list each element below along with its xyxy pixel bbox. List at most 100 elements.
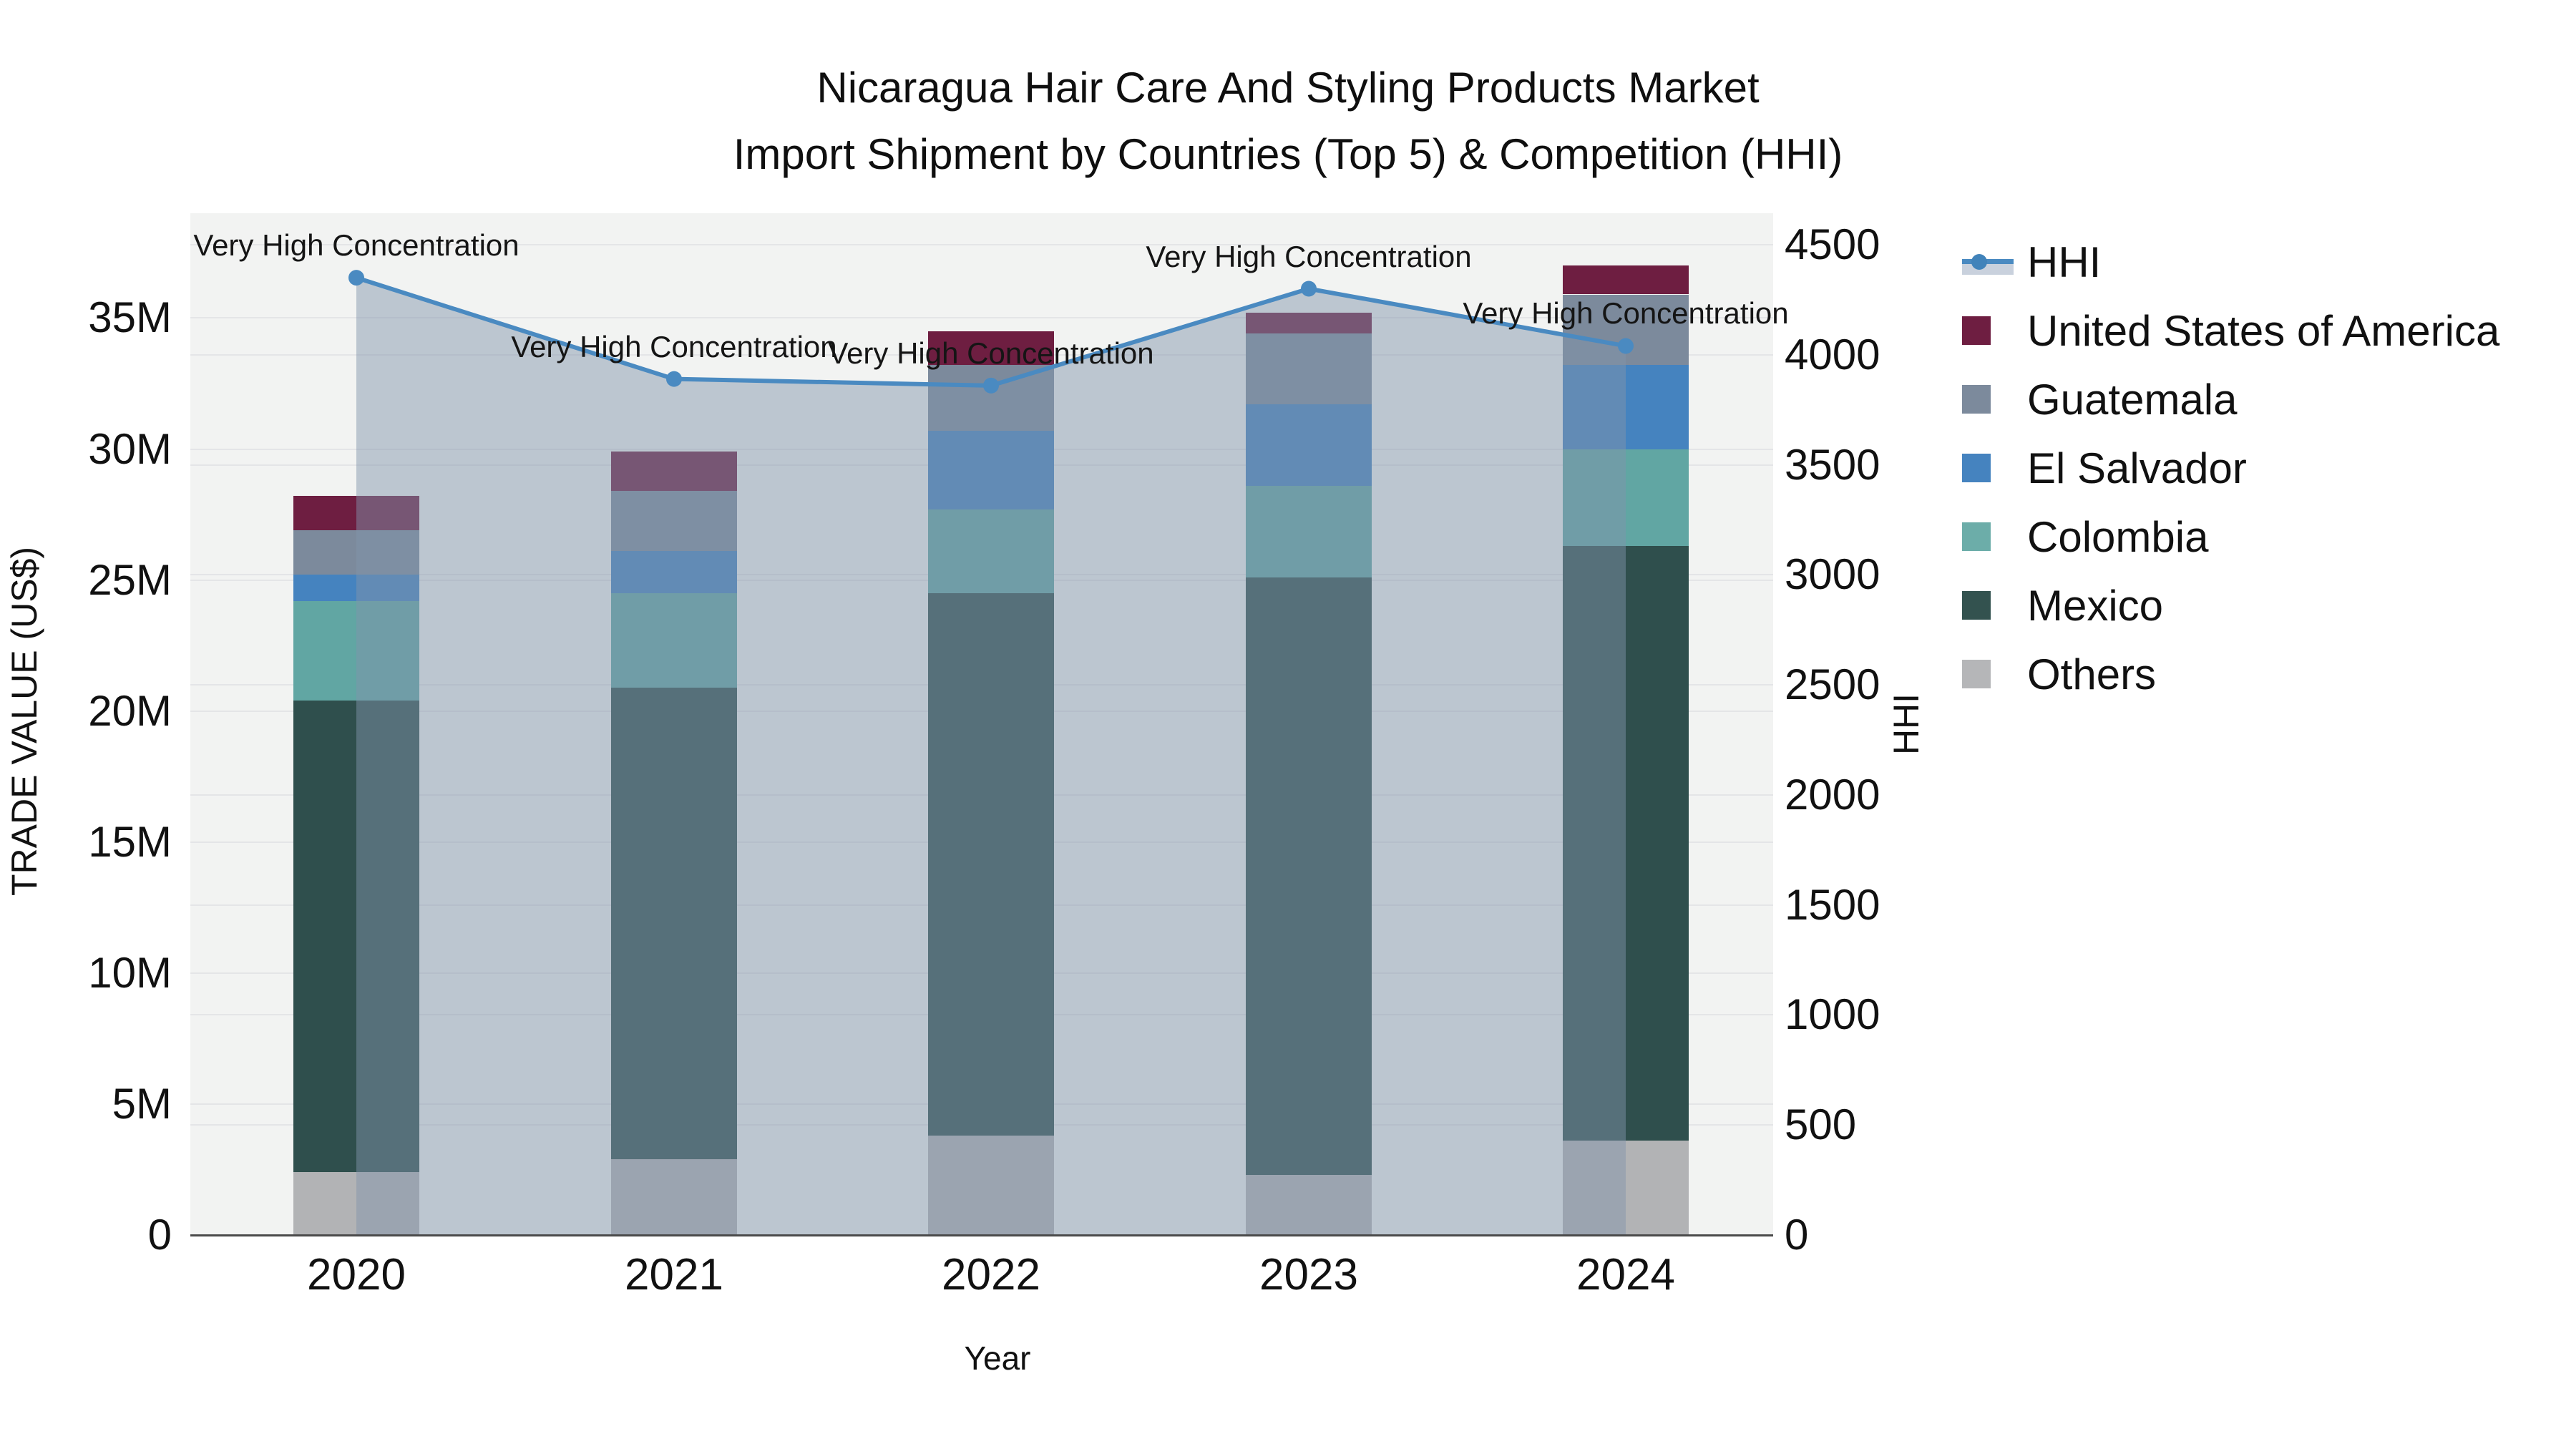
legend-label: Guatemala xyxy=(2027,375,2238,424)
hhi-line-legend-icon xyxy=(1962,248,2014,276)
left-tick-0: 0 xyxy=(147,1211,172,1259)
legend-label: United States of America xyxy=(2027,306,2500,355)
legend-swatch-united-states-of-america xyxy=(1962,316,1991,345)
right-tick-4000: 4000 xyxy=(1785,330,1880,379)
bar-segment-others-2021[interactable] xyxy=(611,1158,737,1235)
legend-label: Colombia xyxy=(2027,512,2209,561)
annotation-very-high-concentration-2021: Very High Concentration xyxy=(511,329,837,364)
gridline xyxy=(190,317,1773,319)
x-tick-2024: 2024 xyxy=(1576,1250,1675,1299)
bar-segment-others-2023[interactable] xyxy=(1246,1174,1372,1235)
left-tick-35M: 35M xyxy=(88,293,172,342)
bar-segment-guatemala-2022[interactable] xyxy=(928,365,1054,431)
left-tick-15M: 15M xyxy=(88,817,172,866)
bar-segment-colombia-2022[interactable] xyxy=(928,509,1054,593)
right-tick-1000: 1000 xyxy=(1785,990,1880,1039)
annotation-very-high-concentration-2020: Very High Concentration xyxy=(193,228,519,263)
hhi-line-layer xyxy=(348,270,1634,1235)
annotation-very-high-concentration-2024: Very High Concentration xyxy=(1463,296,1789,331)
left-tick-25M: 25M xyxy=(88,555,172,604)
annotation-very-high-concentration-2023: Very High Concentration xyxy=(1146,239,1472,273)
hhi-area-fill xyxy=(356,278,1626,1235)
x-tick-2020: 2020 xyxy=(307,1250,406,1299)
bar-segment-others-2022[interactable] xyxy=(928,1135,1054,1235)
bar-segment-mexico-2022[interactable] xyxy=(928,592,1054,1136)
legend-swatch-guatemala xyxy=(1962,385,1991,414)
bar-segment-el-salvador-2024[interactable] xyxy=(1563,365,1689,449)
right-tick-2500: 2500 xyxy=(1785,660,1880,709)
bar-segment-united-states-of-america-2023[interactable] xyxy=(1246,313,1372,334)
right-tick-2000: 2000 xyxy=(1785,770,1880,819)
bar-segment-united-states-of-america-2022[interactable] xyxy=(928,331,1054,366)
bar-segment-el-salvador-2020[interactable] xyxy=(293,575,419,601)
right-tick-4500: 4500 xyxy=(1785,220,1880,268)
bar-segment-colombia-2021[interactable] xyxy=(611,592,737,688)
legend-item-hhi[interactable]: HHI xyxy=(1962,228,2499,296)
bar-segment-el-salvador-2022[interactable] xyxy=(928,430,1054,509)
bar-segment-mexico-2023[interactable] xyxy=(1246,577,1372,1175)
bar-2023 xyxy=(1246,213,1372,1235)
x-axis-title: Year xyxy=(964,1340,1031,1377)
bar-2021 xyxy=(611,213,737,1235)
legend-label: Others xyxy=(2027,650,2157,698)
legend-item-mexico[interactable]: Mexico xyxy=(1962,571,2499,640)
legend-item-united-states-of-america[interactable]: United States of America xyxy=(1962,296,2499,365)
legend-item-guatemala[interactable]: Guatemala xyxy=(1962,365,2499,434)
plot-area: Very High Concentration Very High Concent… xyxy=(190,213,1789,1235)
gridline xyxy=(190,244,1773,245)
legend-swatch-el-salvador xyxy=(1962,454,1991,482)
hhi-marker-legend-icon xyxy=(1971,254,1987,270)
bar-segment-colombia-2023[interactable] xyxy=(1246,485,1372,577)
legend-item-el-salvador[interactable]: El Salvador xyxy=(1962,434,2499,502)
bar-segment-colombia-2024[interactable] xyxy=(1563,449,1689,546)
bar-segment-el-salvador-2021[interactable] xyxy=(611,551,737,593)
bar-segment-united-states-of-america-2024[interactable] xyxy=(1563,265,1689,295)
right-tick-1500: 1500 xyxy=(1785,880,1880,929)
chart-title-line-2: Import Shipment by Countries (Top 5) & C… xyxy=(733,130,1843,178)
bar-segment-mexico-2024[interactable] xyxy=(1563,546,1689,1141)
chart-title: Nicaragua Hair Care And Styling Products… xyxy=(572,54,2004,187)
left-tick-20M: 20M xyxy=(88,686,172,735)
hhi-point-2024[interactable] xyxy=(1618,338,1634,354)
legend-label: Mexico xyxy=(2027,581,2164,630)
hhi-point-2022[interactable] xyxy=(983,377,999,394)
hhi-point-2020[interactable] xyxy=(348,270,364,286)
bar-segment-mexico-2020[interactable] xyxy=(293,701,419,1173)
hhi-line-legend-swatch xyxy=(1962,259,2014,264)
x-tick-2022: 2022 xyxy=(942,1250,1040,1299)
legend-swatch-mexico xyxy=(1962,591,1991,620)
hhi-point-2021[interactable] xyxy=(666,371,682,387)
x-axis-line xyxy=(190,1234,1773,1236)
bar-2022 xyxy=(928,213,1054,1235)
bar-2020 xyxy=(293,213,419,1235)
annotation-very-high-concentration-2022: Very High Concentration xyxy=(828,336,1154,370)
legend-swatch-colombia xyxy=(1962,522,1991,551)
bar-2024 xyxy=(1563,213,1689,1235)
bar-segment-others-2020[interactable] xyxy=(293,1172,419,1235)
right-tick-3000: 3000 xyxy=(1785,550,1880,599)
left-tick-30M: 30M xyxy=(88,424,172,473)
bar-segment-guatemala-2021[interactable] xyxy=(611,491,737,552)
x-tick-2023: 2023 xyxy=(1259,1250,1358,1299)
bar-segment-mexico-2021[interactable] xyxy=(611,687,737,1159)
x-tick-2021: 2021 xyxy=(625,1250,723,1299)
bar-segment-others-2024[interactable] xyxy=(1563,1141,1689,1235)
bar-segment-guatemala-2020[interactable] xyxy=(293,530,419,575)
bar-segment-united-states-of-america-2021[interactable] xyxy=(611,452,737,492)
bar-segment-united-states-of-america-2020[interactable] xyxy=(293,496,419,531)
right-tick-500: 500 xyxy=(1785,1101,1857,1149)
right-tick-3500: 3500 xyxy=(1785,440,1880,489)
legend-item-colombia[interactable]: Colombia xyxy=(1962,502,2499,571)
hhi-point-2023[interactable] xyxy=(1301,280,1317,297)
chart-title-line-1: Nicaragua Hair Care And Styling Products… xyxy=(816,64,1760,112)
bar-segment-colombia-2020[interactable] xyxy=(293,600,419,701)
right-tick-0: 0 xyxy=(1785,1211,1809,1259)
legend-label: El Salvador xyxy=(2027,444,2247,492)
left-tick-10M: 10M xyxy=(88,948,172,997)
legend-item-others[interactable]: Others xyxy=(1962,640,2499,708)
left-tick-5M: 5M xyxy=(112,1079,172,1128)
bar-segment-guatemala-2023[interactable] xyxy=(1246,333,1372,405)
bar-segment-el-salvador-2023[interactable] xyxy=(1246,404,1372,486)
legend: HHI United States of America Guatemala El S… xyxy=(1962,228,2499,708)
